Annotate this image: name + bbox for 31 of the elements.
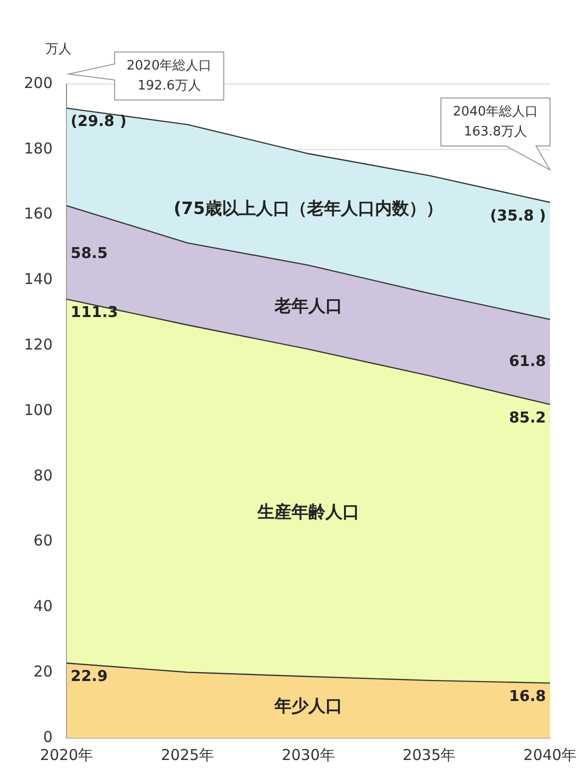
x-tick-label: 2035年 xyxy=(402,746,456,764)
y-tick-label: 20 xyxy=(34,662,53,680)
series-label: (75歳以上人口（老年人口内数）） xyxy=(174,198,444,219)
x-tick-label: 2025年 xyxy=(160,746,214,764)
y-axis-title: 万人 xyxy=(46,42,72,57)
annotation: 61.8 xyxy=(508,352,546,370)
y-tick-label: 0 xyxy=(43,728,53,746)
data-label: 16.8 xyxy=(508,686,546,705)
y-tick-label: 80 xyxy=(34,466,53,484)
y-tick-label: 60 xyxy=(34,532,53,550)
series-label: 老年人口 xyxy=(273,296,342,317)
data-label: 22.9 xyxy=(70,667,108,686)
annotation: 2020年総人口 192.6万人 xyxy=(126,58,212,94)
series-label: 生産年齢人口 xyxy=(256,502,360,522)
data-label: 111.3 xyxy=(70,303,118,322)
y-tick-label: 100 xyxy=(24,400,53,419)
data-label: (35.8 ) xyxy=(490,206,546,224)
y-tick-label: 40 xyxy=(34,597,53,616)
x-tick-label: 2030年 xyxy=(282,746,335,764)
y-tick-label: 160 xyxy=(24,204,53,223)
data-label: (29.8 ) xyxy=(70,112,127,130)
y-tick-label: 180 xyxy=(24,139,53,158)
x-tick-label: 2020年 xyxy=(40,746,94,764)
x-tick-label: 2040年 xyxy=(523,746,577,764)
y-tick-label: 120 xyxy=(24,335,53,354)
series-label: 年少人口 xyxy=(273,696,342,717)
y-tick-label: 140 xyxy=(24,270,53,288)
data-label: 85.2 xyxy=(508,408,546,426)
annotation: 2040年総人口 163.8万人 xyxy=(452,104,538,140)
y-tick-label: 200 xyxy=(24,74,53,92)
annotation: 58.5 xyxy=(70,244,108,262)
